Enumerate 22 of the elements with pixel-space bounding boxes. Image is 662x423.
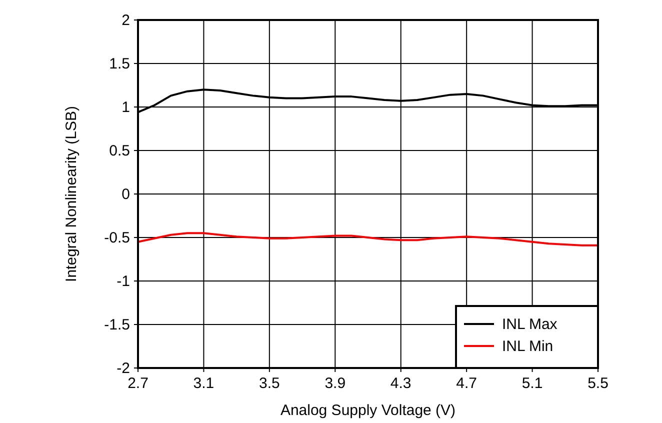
y-tick-label: 1 [122,99,130,116]
y-tick-label: 2 [122,12,130,29]
x-tick-label: 2.7 [128,375,148,392]
x-tick-label: 4.7 [456,375,477,392]
x-tick-label: 3.1 [193,375,214,392]
y-tick-label: 0 [122,186,130,203]
x-axis-title: Analog Supply Voltage (V) [280,402,456,419]
y-tick-label: 1.5 [109,56,130,72]
x-tick-label: 5.5 [588,375,608,392]
x-tick-label: 3.9 [324,375,346,392]
legend-label: INL Max [502,316,558,333]
y-tick-label: -1.5 [104,316,130,334]
x-tick-label: 4.3 [390,375,412,392]
y-tick-label: -2 [116,360,130,377]
legend-label: INL Min [502,338,554,355]
y-tick-label: -0.5 [104,230,130,246]
y-tick-label: 0.5 [109,142,130,160]
x-tick-label: 5.1 [522,375,543,392]
y-tick-label: -1 [116,273,130,290]
line-series [137,232,599,246]
x-tick-label: 3.5 [259,375,280,392]
y-axis-title: Integral Nonlinearity (LSB) [63,106,80,282]
